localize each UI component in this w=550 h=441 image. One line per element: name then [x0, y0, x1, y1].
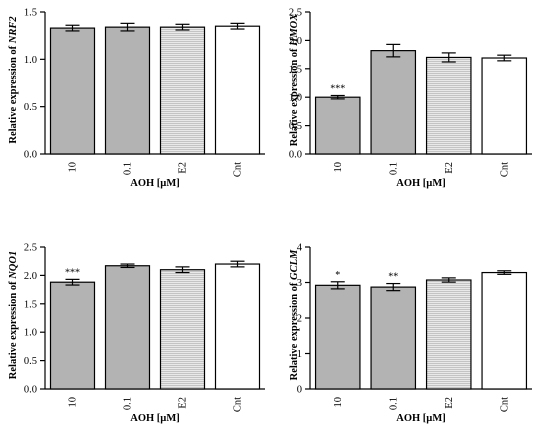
significance-label: **: [388, 272, 398, 283]
bar-0-1: [370, 286, 417, 390]
y-tick-label: 0.0: [289, 150, 302, 161]
x-axis-label: AOH [µM]: [130, 413, 180, 424]
chart-panel-nrf2: 0.0 0.5 1.0 1.5 10 0.1 E2 Cnt AOH [µM] Relative e…: [8, 8, 265, 189]
y-tick-label: 1.5: [24, 8, 37, 19]
y-tick-label: 2: [297, 314, 302, 325]
chart-panel-hmox: 0.0 0.5 1.0 1.5 2.0 2.5 *** 10 0.1 E2 Cnt AOH [µM] R…: [289, 8, 532, 189]
chart-panel-gclm: 0 1 2 3 4 * 10 ** 0.1 E2 Cnt AOH [µM] Relative expre…: [289, 243, 532, 424]
bar-cnt: [214, 25, 261, 155]
bar-0-1: [370, 50, 417, 155]
y-tick-label: 1.0: [24, 55, 37, 66]
y-axis-label: Relative expression of HMOX: [289, 13, 300, 147]
y-axis-label-prefix: Relative expression of: [289, 46, 300, 146]
y-axis-label: Relative expression of NQO1: [8, 251, 19, 379]
y-tick-label: 2.0: [289, 36, 302, 47]
bar-10: [49, 281, 96, 390]
bar-cnt: [481, 57, 528, 155]
y-tick-label: 1.0: [24, 328, 37, 339]
x-tick-label: 10: [68, 162, 79, 173]
x-tick-label: E2: [444, 162, 455, 174]
y-axis-label-gene: NQO1: [8, 251, 19, 280]
y-axis-label-prefix: Relative expression of: [289, 280, 300, 380]
bar-cnt: [214, 263, 261, 390]
x-tick-label: E2: [178, 162, 189, 174]
y-axis-label-gene: GCLM: [289, 249, 300, 280]
y-tick-label: 0.0: [24, 150, 37, 161]
y-tick-label: 2.5: [24, 243, 37, 254]
chart-panel-nqo1: 0.0 0.5 1.0 1.5 2.0 2.5 *** 10 0.1 E2 Cnt AOH [µM] R…: [8, 243, 265, 424]
x-tick-label: E2: [178, 397, 189, 409]
x-tick-label: 0.1: [388, 162, 399, 175]
y-tick-label: 1: [297, 349, 302, 360]
y-axis-label-prefix: Relative expression of: [8, 43, 19, 143]
x-tick-label: 0.1: [123, 162, 134, 175]
x-axis-label: AOH [µM]: [396, 178, 446, 189]
x-tick-label: E2: [444, 397, 455, 409]
bar-10: [314, 284, 361, 390]
x-tick-label: 10: [68, 397, 79, 408]
significance-label: *: [335, 270, 340, 281]
x-axis-label: AOH [µM]: [396, 413, 446, 424]
bar-e2: [159, 26, 206, 155]
bar-10: [314, 96, 361, 155]
y-axis-label: Relative expression of NRF2: [8, 16, 19, 144]
y-tick-label: 1.0: [289, 93, 302, 104]
x-tick-label: 10: [333, 162, 344, 173]
x-tick-label: Cnt: [499, 397, 510, 412]
x-tick-label: Cnt: [499, 162, 510, 177]
x-tick-label: 0.1: [123, 397, 134, 410]
bar-e2: [425, 56, 472, 155]
y-tick-label: 4: [297, 243, 303, 254]
y-axis-label-gene: NRF2: [8, 16, 19, 45]
x-axis-label: AOH [µM]: [130, 178, 180, 189]
y-tick-label: 2.0: [24, 271, 37, 282]
bar-0-1: [104, 26, 151, 155]
x-tick-label: Cnt: [233, 162, 244, 177]
x-tick-label: 0.1: [388, 397, 399, 410]
y-axis-label-prefix: Relative expression of: [8, 279, 19, 379]
y-tick-label: 1.5: [24, 299, 37, 310]
y-tick-label: 2.5: [289, 8, 302, 19]
y-tick-label: 1.5: [289, 64, 302, 75]
y-tick-label: 0: [297, 385, 302, 396]
y-tick-label: 0.5: [24, 356, 37, 367]
y-tick-label: 3: [297, 278, 302, 289]
bar-10: [49, 27, 96, 155]
x-tick-label: 10: [333, 397, 344, 408]
y-tick-label: 0.0: [24, 385, 37, 396]
bar-e2: [425, 279, 472, 390]
y-tick-label: 0.5: [24, 102, 37, 113]
bar-e2: [159, 269, 206, 390]
bar-cnt: [481, 271, 528, 390]
y-axis-label: Relative expression of GCLM: [289, 249, 300, 380]
y-axis-label-gene: HMOX: [289, 13, 300, 47]
bar-0-1: [104, 265, 151, 390]
significance-label: ***: [330, 83, 345, 94]
y-tick-label: 0.5: [289, 121, 302, 132]
x-tick-label: Cnt: [233, 397, 244, 412]
significance-label: ***: [65, 267, 80, 278]
